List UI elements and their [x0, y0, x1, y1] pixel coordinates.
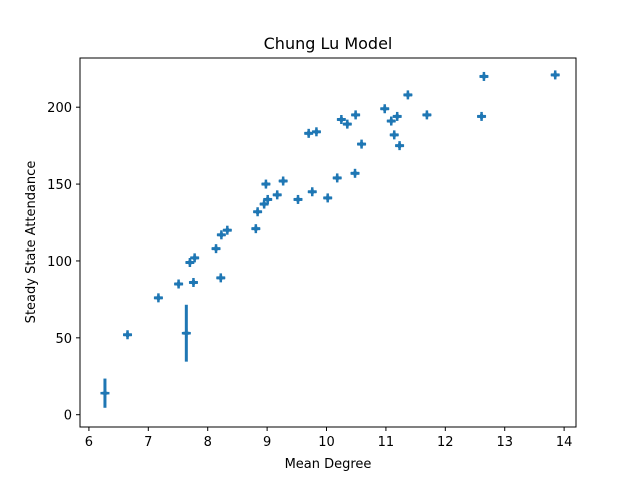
x-tick-label: 6 — [85, 435, 93, 450]
chart-title: Chung Lu Model — [264, 34, 393, 53]
data-point — [311, 127, 321, 137]
data-point — [216, 230, 226, 240]
data-point — [293, 194, 303, 204]
data-point — [380, 104, 390, 114]
data-point — [222, 225, 232, 235]
y-tick-label: 0 — [64, 409, 72, 424]
x-tick-label: 12 — [437, 435, 454, 450]
y-tick-label: 150 — [47, 178, 72, 193]
x-tick-label: 10 — [318, 435, 335, 450]
data-point — [253, 207, 263, 217]
y-tick-label: 200 — [47, 101, 72, 116]
data-point — [357, 139, 367, 149]
data-point — [181, 304, 191, 362]
data-point — [342, 119, 352, 129]
data-point — [307, 187, 317, 197]
data-point — [351, 110, 361, 120]
data-point — [216, 273, 226, 283]
data-point — [188, 277, 198, 287]
x-tick-label: 13 — [496, 435, 513, 450]
data-point — [350, 168, 360, 178]
y-tick-label: 100 — [47, 255, 72, 270]
x-axis-label: Mean Degree — [285, 457, 372, 472]
x-tick-label: 14 — [556, 435, 573, 450]
data-point — [323, 193, 333, 203]
data-point — [389, 130, 399, 140]
data-point — [392, 111, 402, 121]
data-point — [422, 110, 432, 120]
data-point — [304, 128, 314, 138]
data-point — [386, 116, 396, 126]
data-point — [259, 199, 269, 209]
data-point — [174, 279, 184, 289]
data-point — [185, 257, 195, 267]
data-point — [100, 378, 110, 408]
y-tick-label: 50 — [55, 332, 72, 347]
data-point — [403, 90, 413, 100]
data-point — [395, 141, 405, 151]
data-point — [261, 179, 271, 189]
data-point — [550, 70, 560, 80]
data-point — [153, 293, 163, 303]
data-point — [332, 173, 342, 183]
y-axis-label: Steady State Attendance — [24, 161, 39, 324]
data-point — [278, 176, 288, 186]
x-tick-label: 9 — [263, 435, 271, 450]
x-tick-label: 7 — [144, 435, 152, 450]
data-point — [477, 111, 487, 121]
data-point — [251, 224, 261, 234]
data-point — [336, 115, 346, 124]
data-point — [211, 244, 221, 254]
plot-frame — [79, 57, 577, 428]
x-axis-ticks: 6 7 8 9 10 11 12 13 14 — [85, 427, 573, 450]
data-point — [190, 253, 200, 263]
y-axis-ticks: 0 50 100 150 200 — [47, 101, 80, 424]
x-tick-label: 11 — [378, 435, 395, 450]
data-point — [123, 330, 133, 340]
data-point — [263, 194, 273, 204]
x-tick-label: 8 — [204, 435, 212, 450]
data-point — [272, 190, 282, 200]
data-points — [100, 70, 560, 408]
data-point — [479, 71, 489, 81]
